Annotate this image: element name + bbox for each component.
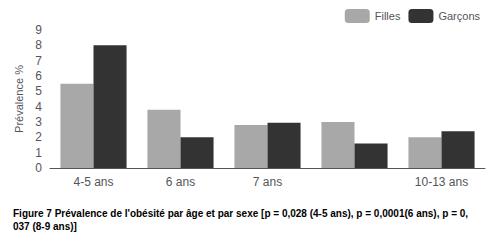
svg-text:6 ans: 6 ans [166, 175, 195, 189]
svg-text:0: 0 [35, 161, 42, 175]
svg-text:Figure 7 Prévalence de l'obési: Figure 7 Prévalence de l'obésité par âge… [13, 208, 468, 219]
svg-text:4: 4 [35, 100, 42, 114]
svg-text:3: 3 [35, 115, 42, 129]
svg-text:2: 2 [35, 130, 42, 144]
svg-text:7: 7 [35, 54, 42, 68]
svg-text:9: 9 [35, 23, 42, 37]
svg-text:4-5 ans: 4-5 ans [73, 175, 113, 189]
svg-text:10-13 ans: 10-13 ans [415, 175, 468, 189]
svg-text:Garçons: Garçons [438, 10, 480, 22]
svg-text:5: 5 [35, 84, 42, 98]
svg-text:Prévalence %: Prévalence % [13, 65, 25, 133]
svg-text:8: 8 [35, 38, 42, 52]
svg-text:1: 1 [35, 146, 42, 160]
svg-text:7 ans: 7 ans [253, 175, 282, 189]
svg-text:Filles: Filles [375, 10, 401, 22]
svg-text:037 (8-9 ans)]: 037 (8-9 ans)] [13, 221, 77, 232]
svg-text:6: 6 [35, 69, 42, 83]
